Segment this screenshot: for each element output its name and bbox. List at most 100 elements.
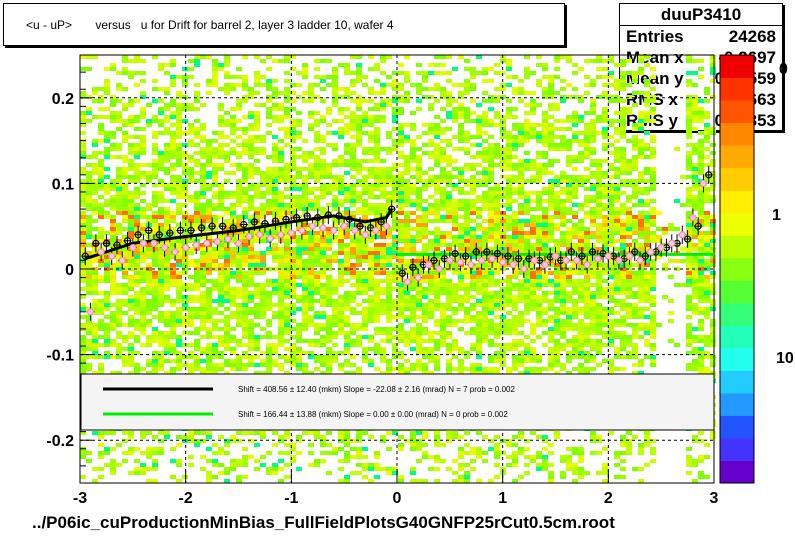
heatmap-cell xyxy=(542,75,548,79)
heatmap-cell xyxy=(704,299,710,303)
heatmap-cell xyxy=(170,331,176,335)
heatmap-cell xyxy=(512,139,518,143)
heatmap-cell xyxy=(476,303,482,307)
heatmap-cell xyxy=(362,123,368,127)
heatmap-cell xyxy=(278,191,284,195)
heatmap-cell xyxy=(518,207,524,211)
heatmap-cell xyxy=(602,311,608,315)
heatmap-cell xyxy=(446,195,452,199)
heatmap-cell xyxy=(584,323,590,327)
heatmap-cell xyxy=(452,99,458,103)
heatmap-cell xyxy=(212,263,218,267)
heatmap-cell xyxy=(362,271,368,275)
heatmap-cell xyxy=(104,139,110,143)
heatmap-cell xyxy=(164,107,170,111)
heatmap-cell xyxy=(260,59,266,63)
heatmap-cell xyxy=(206,219,212,223)
heatmap-cell xyxy=(164,103,170,107)
heatmap-cell xyxy=(644,211,650,215)
heatmap-cell xyxy=(524,123,530,127)
heatmap-cell xyxy=(332,287,338,291)
heatmap-cell xyxy=(590,311,596,315)
heatmap-cell xyxy=(302,151,308,155)
heatmap-cell xyxy=(410,155,416,159)
heatmap-cell xyxy=(86,243,92,247)
heatmap-cell xyxy=(632,291,638,295)
heatmap-cell xyxy=(638,119,644,123)
heatmap-cell xyxy=(290,275,296,279)
heatmap-cell xyxy=(536,319,542,323)
heatmap-cell xyxy=(482,235,488,239)
heatmap-cell xyxy=(386,339,392,343)
heatmap-cell xyxy=(374,115,380,119)
heatmap-cell xyxy=(440,151,446,155)
heatmap-cell xyxy=(386,279,392,283)
heatmap-cell xyxy=(566,291,572,295)
heatmap-cell xyxy=(140,71,146,75)
heatmap-cell xyxy=(590,215,596,219)
heatmap-cell xyxy=(404,315,410,319)
heatmap-cell xyxy=(548,291,554,295)
heatmap-cell xyxy=(416,63,422,67)
heatmap-cell xyxy=(698,211,704,215)
heatmap-cell xyxy=(356,291,362,295)
heatmap-cell xyxy=(482,303,488,307)
heatmap-cell xyxy=(566,311,572,315)
heatmap-cell xyxy=(518,239,524,243)
heatmap-cell xyxy=(218,247,224,251)
heatmap-cell xyxy=(158,131,164,135)
heatmap-cell xyxy=(446,319,452,323)
heatmap-cell xyxy=(362,283,368,287)
heatmap-cell xyxy=(266,167,272,171)
heatmap-cell xyxy=(578,287,584,291)
heatmap-cell xyxy=(164,199,170,203)
heatmap-cell xyxy=(374,247,380,251)
heatmap-cell xyxy=(242,199,248,203)
heatmap-cell xyxy=(332,251,338,255)
heatmap-cell xyxy=(176,335,182,339)
heatmap-cell xyxy=(188,311,194,315)
heatmap-cell xyxy=(104,255,110,259)
heatmap-cell xyxy=(338,259,344,263)
heatmap-cell xyxy=(668,339,674,343)
heatmap-cell xyxy=(374,183,380,187)
heatmap-cell xyxy=(158,303,164,307)
heatmap-cell xyxy=(398,107,404,111)
heatmap-cell xyxy=(632,147,638,151)
heatmap-cell xyxy=(344,279,350,283)
heatmap-cell xyxy=(416,223,422,227)
heatmap-cell xyxy=(128,163,134,167)
heatmap-cell xyxy=(194,315,200,319)
heatmap-cell xyxy=(230,347,236,351)
heatmap-cell xyxy=(272,315,278,319)
heatmap-cell xyxy=(380,227,386,231)
heatmap-cell xyxy=(284,315,290,319)
heatmap-cell xyxy=(488,135,494,139)
heatmap-cell xyxy=(482,147,488,151)
heatmap-cell xyxy=(434,331,440,335)
heatmap-cell xyxy=(488,291,494,295)
heatmap-cell xyxy=(278,207,284,211)
heatmap-cell xyxy=(458,223,464,227)
heatmap-cell xyxy=(302,291,308,295)
heatmap-cell xyxy=(380,175,386,179)
heatmap-cell xyxy=(494,279,500,283)
heatmap-cell xyxy=(176,107,182,111)
heatmap-cell xyxy=(236,99,242,103)
heatmap-cell xyxy=(212,283,218,287)
heatmap-cell xyxy=(404,303,410,307)
heatmap-cell xyxy=(626,243,632,247)
heatmap-cell xyxy=(278,175,284,179)
heatmap-cell xyxy=(710,307,716,311)
heatmap-cell xyxy=(554,103,560,107)
heatmap-cell xyxy=(560,207,566,211)
heatmap-cell xyxy=(272,171,278,175)
heatmap-cell xyxy=(236,103,242,107)
heatmap-cell xyxy=(218,239,224,243)
heatmap-cell xyxy=(158,67,164,71)
heatmap-cell xyxy=(326,247,332,251)
heatmap-cell xyxy=(374,135,380,139)
heatmap-cell xyxy=(254,343,260,347)
heatmap-cell xyxy=(566,319,572,323)
heatmap-cell xyxy=(692,295,698,299)
